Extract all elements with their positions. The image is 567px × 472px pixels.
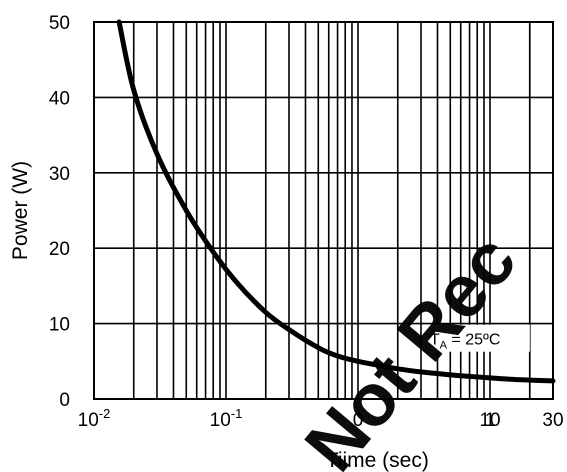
x-tick-label: 10-2: [78, 406, 111, 431]
annotation-label: TA = 25ºC: [430, 332, 501, 352]
series-line: [116, 19, 556, 384]
annotation-background: [425, 324, 530, 352]
series-layer: [116, 19, 556, 384]
y-tick-label: 30: [49, 164, 70, 185]
annotation-layer: TA = 25ºC: [425, 324, 530, 352]
x-tick-label: 10: [479, 410, 500, 431]
y-tick-label: 50: [49, 13, 70, 34]
x-tick-label: 10-1: [210, 406, 243, 431]
y-axis-label: Power (W): [9, 161, 32, 260]
x-tick-label: 0: [353, 410, 364, 431]
y-tick-label: 0: [59, 390, 70, 411]
x-tick-label: 30: [542, 410, 563, 431]
y-tick-label: 20: [49, 239, 70, 260]
x-tick-label: 1: [485, 410, 496, 431]
x-axis-label: Tiime (sec): [326, 449, 429, 472]
plot-frame: [93, 21, 554, 400]
y-tick-label: 10: [49, 315, 70, 336]
y-tick-label: 40: [49, 88, 70, 109]
